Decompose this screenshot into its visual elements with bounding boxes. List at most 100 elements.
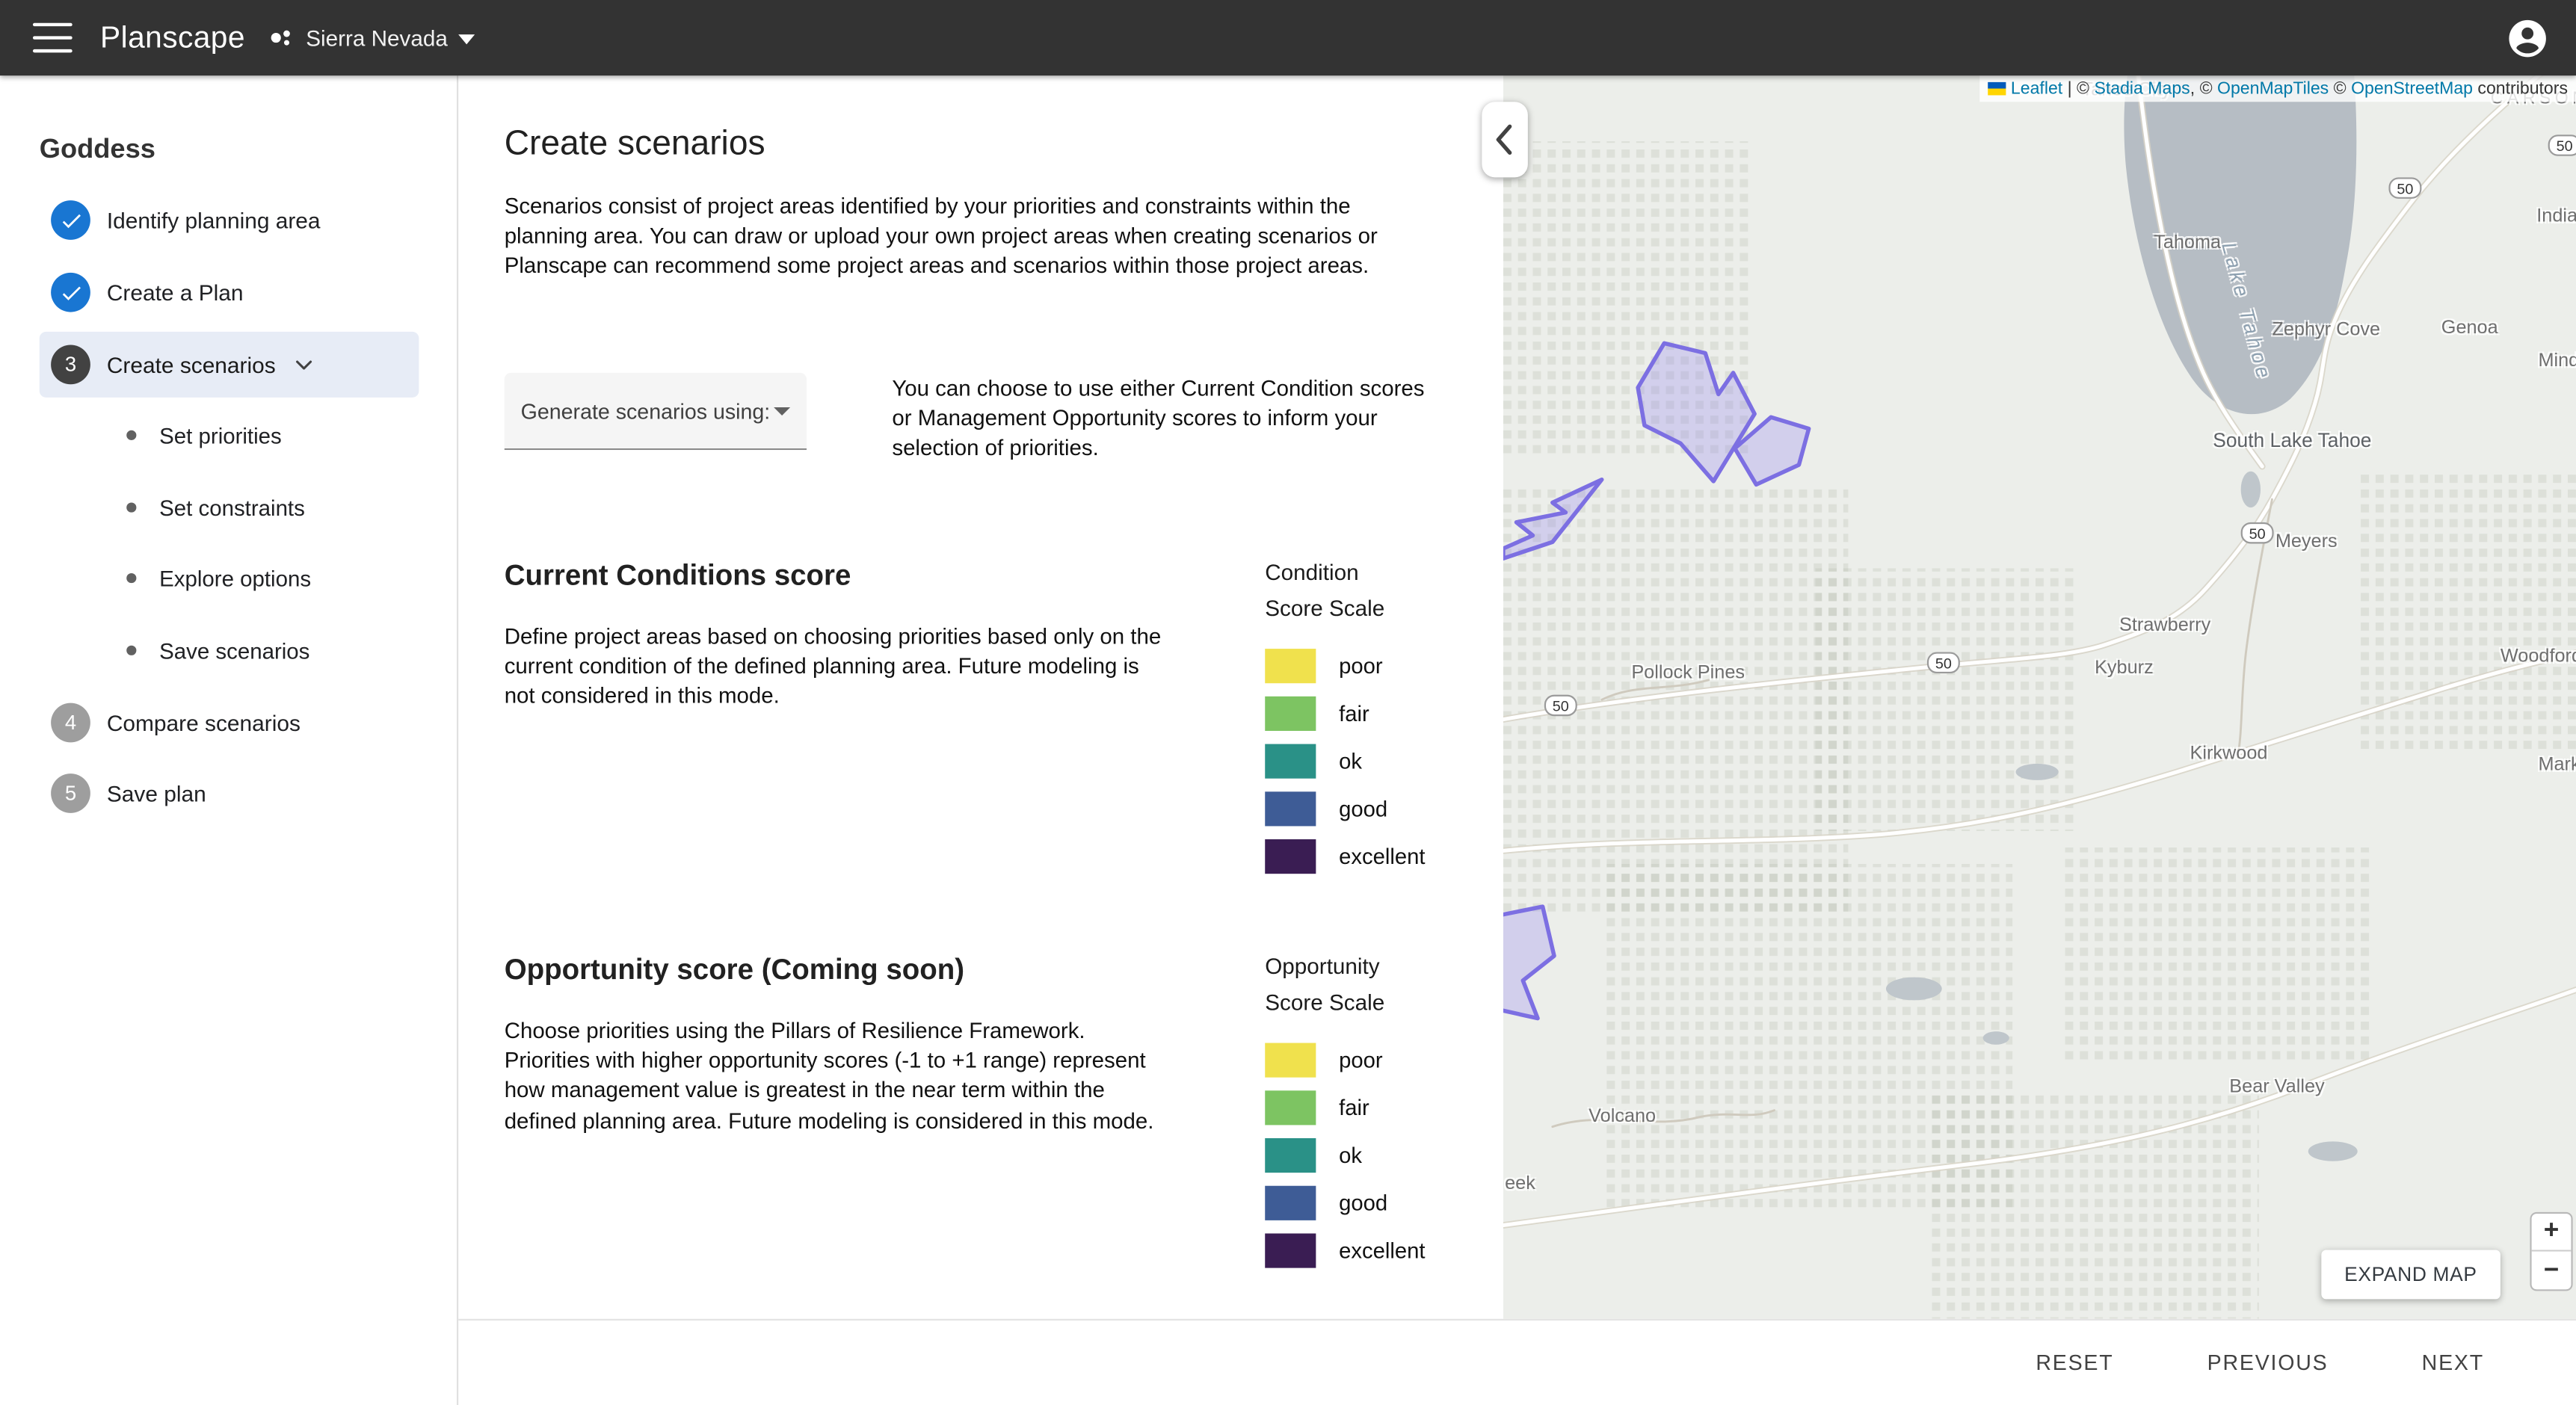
legend-swatch [1265,839,1316,874]
planning-area-polygons [1503,341,1811,1021]
planning-area-polygon [1503,477,1604,561]
map-label-woodfords: Woodfords [2500,646,2576,667]
highway-50-shield: 50 [1544,694,1577,717]
reset-button[interactable]: RESET [2026,1337,2123,1388]
legend-item: good [1265,1185,1495,1220]
generate-help-text: You can choose to use either Current Con… [892,376,1425,461]
planning-area-polygon [1733,415,1811,487]
legend-item: good [1265,791,1495,827]
map-label-indian: India [2536,206,2576,227]
map-label-genoa: Genoa [2441,318,2498,339]
bullet-icon [126,502,137,513]
create-scenarios-panel: Create scenarios Scenarios consist of pr… [456,75,1503,1319]
small-lake [2240,471,2261,508]
zoom-in-button[interactable]: + [2531,1214,2572,1252]
opportunity-score-text: Choose priorities using the Pillars of R… [504,1018,1154,1133]
step-number-icon: 5 [51,773,90,813]
region-icon [271,30,291,46]
collapse-panel-button[interactable] [1482,102,1528,178]
chevron-down-icon [457,34,475,45]
condition-score-legend: Condition Score Scale poor fair ok good … [1265,555,1495,874]
map-label-bear-valley: Bear Valley [2229,1077,2325,1098]
small-lake [1982,1031,2009,1045]
app-title: Planscape [100,19,245,55]
top-app-bar: Planscape Sierra Nevada [0,0,2576,76]
region-selector[interactable]: Sierra Nevada [268,25,475,51]
step-save-plan[interactable]: 5 Save plan [40,761,419,827]
legend-item: fair [1265,1090,1495,1125]
chevron-left-icon [1496,124,1512,155]
opportunity-score-heading: Opportunity score (Coming soon) [504,952,965,986]
highway-50-shield: 50 [1926,652,1960,674]
step-number-icon: 3 [51,345,90,385]
openstreetmap-link[interactable]: OpenStreetMap [2351,78,2474,99]
expand-map-button[interactable]: EXPAND MAP [2321,1250,2500,1300]
leaflet-link[interactable]: Leaflet [2010,78,2063,99]
substep-save-scenarios[interactable]: Save scenarios [126,626,309,675]
substep-set-constraints[interactable]: Set constraints [126,483,305,532]
terrain-texture [1503,141,2576,1319]
legend-swatch [1265,696,1316,731]
bullet-icon [126,572,137,584]
step-create-a-plan[interactable]: Create a Plan [40,259,419,325]
plan-sidebar: Goddess Identify planning area Create a … [0,75,459,1405]
highway-50-shield: 50 [2548,135,2576,156]
map-label-minden: Minde [2538,351,2576,371]
map-canvas[interactable]: Tahoe City CARSON India Tahoma Lake Taho… [1503,75,2576,1319]
plan-name: Goddess [39,135,155,164]
map-label-kyburz: Kyburz [2095,658,2154,679]
substep-set-priorities[interactable]: Set priorities [126,410,282,460]
region-name: Sierra Nevada [306,25,448,51]
small-lake [2308,1141,2358,1161]
legend-swatch [1265,1233,1316,1268]
map-label-south-lake-tahoe: South Lake Tahoe [2213,428,2372,452]
previous-button[interactable]: PREVIOUS [2197,1337,2338,1388]
menu-icon[interactable] [32,22,73,53]
step-create-scenarios[interactable]: 3 Create scenarios [39,331,419,398]
lake-tahoe-water [1885,75,2358,1161]
dropdown-arrow-icon [774,406,791,415]
step-identify-planning-area[interactable]: Identify planning area [40,188,419,253]
current-conditions-text: Define project areas based on choosing p… [504,624,1162,709]
wizard-footer: RESET PREVIOUS NEXT [456,1318,2576,1405]
step-compare-scenarios[interactable]: 4 Compare scenarios [40,690,419,756]
ukraine-flag-icon [1988,81,2006,96]
legend-swatch [1265,791,1316,827]
highway-50-shield: 50 [2240,522,2274,544]
intro-text: Scenarios consist of project areas ident… [504,194,1378,279]
map-attribution: Leaflet | © Stadia Maps, © OpenMapTiles … [1979,75,2576,102]
bullet-icon [126,430,137,440]
legend-swatch [1265,1185,1316,1220]
map-label-kirkwood: Kirkwood [2190,744,2268,764]
legend-item: excellent [1265,1233,1495,1268]
map-label-pollock-pines: Pollock Pines [1631,663,1745,684]
map-label-strawberry: Strawberry [2119,616,2211,636]
substep-explore-options[interactable]: Explore options [126,554,311,603]
page-title: Create scenarios [504,125,765,163]
stadia-maps-link[interactable]: Stadia Maps [2094,78,2190,99]
check-circle-icon [51,200,90,240]
legend-swatch [1265,744,1316,779]
legend-item: poor [1265,649,1495,684]
legend-item: ok [1265,744,1495,779]
planning-area-polygon [1503,904,1556,1021]
opportunity-score-legend: Opportunity Score Scale poor fair ok goo… [1265,949,1495,1268]
step-number-icon: 4 [51,702,90,743]
legend-item: excellent [1265,839,1495,874]
small-lake [2015,763,2059,780]
openmaptiles-link[interactable]: OpenMapTiles [2217,78,2329,99]
legend-swatch [1265,1090,1316,1125]
check-circle-icon [51,272,90,312]
map-label-markleeville: Mark [2538,755,2576,776]
planning-area-polygon [1636,341,1757,484]
map-label-meyers: Meyers [2275,532,2338,552]
generate-scenarios-select[interactable]: Generate scenarios using: [504,372,807,451]
map-graphics [1503,75,2576,1319]
zoom-out-button[interactable]: − [2531,1251,2572,1290]
next-button[interactable]: NEXT [2412,1337,2494,1388]
account-circle-icon [2509,19,2546,57]
bullet-icon [126,645,137,655]
map-label-creek: eek [1505,1174,1535,1194]
account-button[interactable] [2505,16,2549,60]
